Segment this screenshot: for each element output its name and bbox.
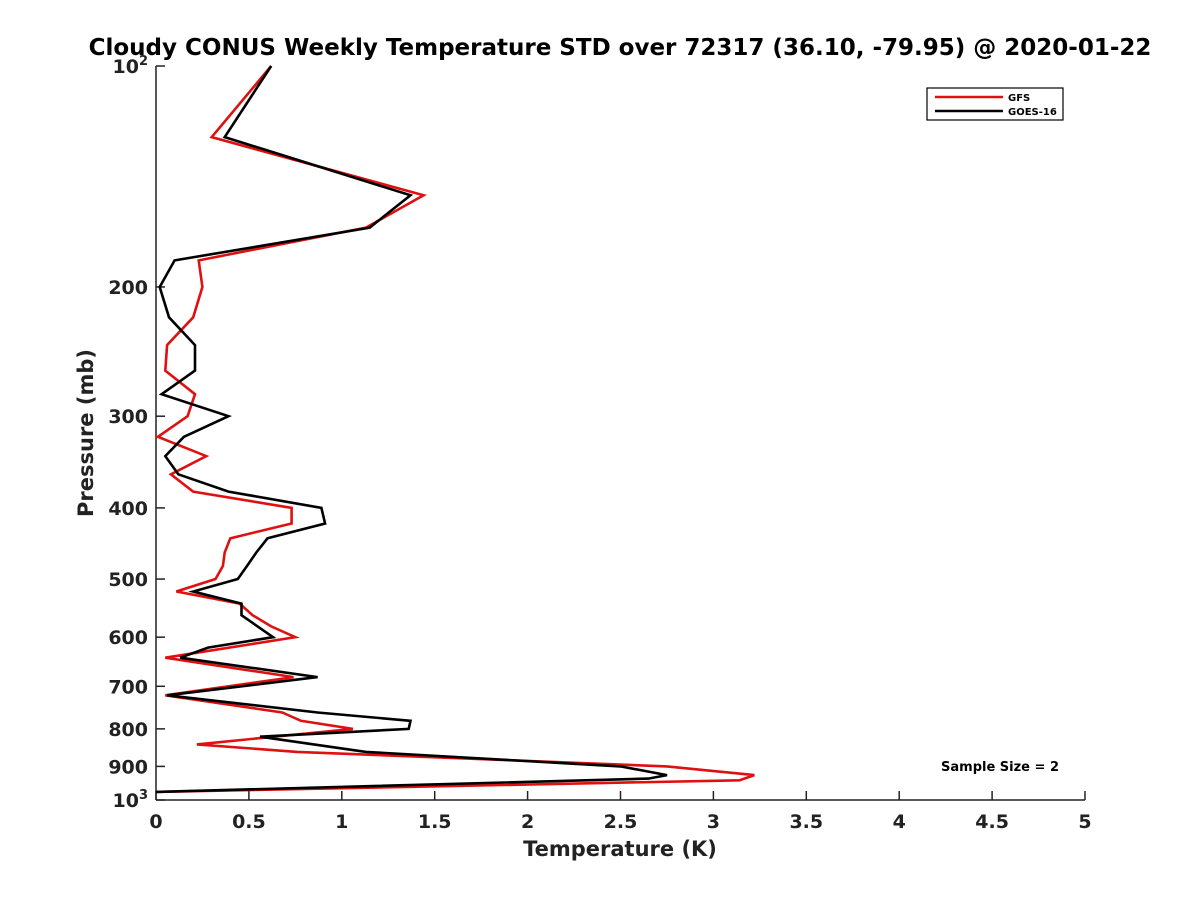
x-tick-label: 3 [707,811,720,833]
y-tick-label: 900 [108,756,148,778]
x-tick-label: 2 [521,811,534,833]
y-tick-label: 800 [108,719,148,741]
legend-label-goes16: GOES-16 [1008,107,1057,118]
y-tick-label: 700 [108,676,148,698]
legend-label-gfs: GFS [1008,93,1030,104]
y-tick-label: 300 [108,406,148,428]
y-tick-label: 500 [108,569,148,591]
y-tick-label: 600 [108,627,148,649]
series-line-goes16 [155,65,668,794]
legend-box [926,87,1064,121]
sample-size-annotation: Sample Size = 2 [941,760,1059,775]
y-axis-label: Pressure (mb) [74,349,98,517]
x-tick-label: 0 [149,811,162,833]
x-axis-label: Temperature (K) [523,837,717,861]
x-tick-label: 1.5 [418,811,452,833]
x-tick-label: 0.5 [232,811,266,833]
x-tick-label: 5 [1078,811,1091,833]
x-tick-label: 1 [335,811,348,833]
x-tick-label: 4 [893,811,906,833]
y-tick-label: 200 [108,277,148,299]
y-tick-label: 103 [113,788,149,812]
legend: GFS GOES-16 [926,87,1064,121]
y-tick-label: 102 [113,54,149,78]
plot-area: 0 0.5 1 1.5 2 2.5 3 3.5 4 4.5 5 102 200 300 400 500 600 7… [108,54,1091,833]
y-tick-label: 400 [108,498,148,520]
series-line-gfs [155,65,755,794]
chart-title: Cloudy CONUS Weekly Temperature STD over… [89,35,1152,61]
x-tick-label: 4.5 [975,811,1009,833]
x-tick-label: 2.5 [604,811,638,833]
x-tick-label: 3.5 [789,811,823,833]
